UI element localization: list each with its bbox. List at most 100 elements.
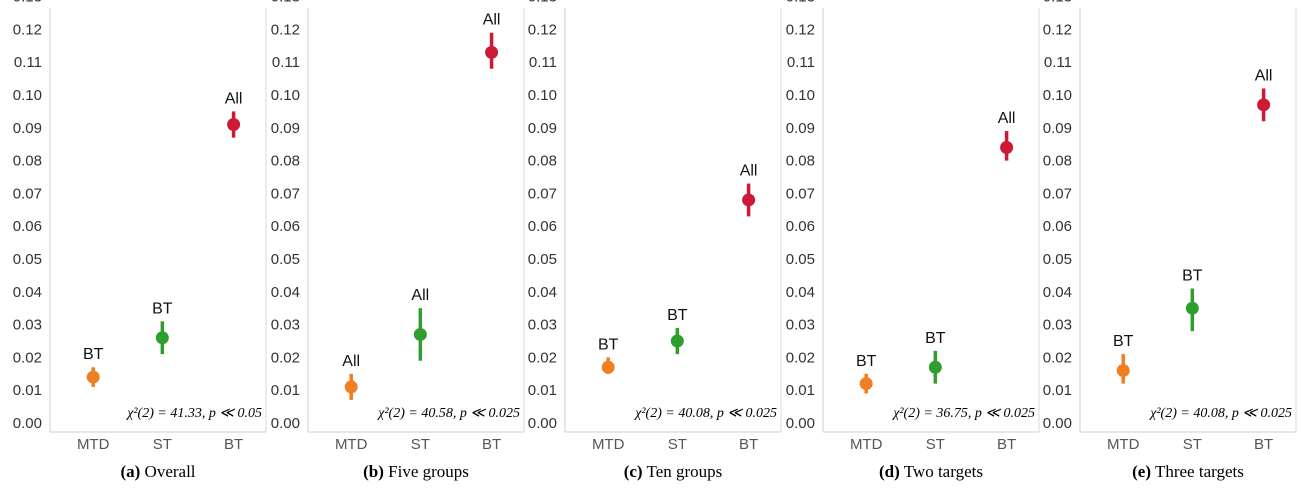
x-tick-label: ST [1183, 436, 1202, 453]
y-tick-label: 0.11 [14, 54, 42, 71]
y-tick-label: 0.10 [786, 87, 815, 104]
x-tick-label: BT [1254, 436, 1273, 453]
subfigure-caption: (a) Overall [120, 462, 195, 482]
y-tick-label: 0.10 [13, 87, 42, 104]
y-tick-label: 0.09 [1043, 120, 1072, 137]
chi-square-annotation: χ²(2) = 36.75, p ≪ 0.025 [891, 406, 1035, 421]
x-tick-label: BT [739, 436, 758, 453]
y-tick-label: 0.02 [13, 349, 42, 366]
y-tick-label: 0.01 [528, 382, 557, 399]
point-label: All [411, 287, 429, 304]
y-tick-label: 0.12 [13, 21, 42, 38]
y-tick-label: 0.10 [1043, 87, 1072, 104]
y-tick-label: 0.05 [528, 251, 557, 268]
y-tick-label: 0.08 [786, 153, 815, 170]
panel-3: 0.00 0.01 0.02 0.03 0.04 0.05 0.06 0.07 0.08 0.09… [528, 0, 782, 453]
y-tick-label: 0.00 [528, 415, 557, 432]
point-label: All [998, 110, 1016, 127]
y-tick-label: 0.09 [786, 120, 815, 137]
point-label: All [740, 163, 758, 180]
y-tick-label: 0.11 [1044, 54, 1072, 71]
y-tick-label: 0.12 [1043, 21, 1072, 38]
panel-2: 0.00 0.01 0.02 0.03 0.04 0.05 0.06 0.07 0.08 0.09… [271, 0, 525, 453]
x-tick-label: MTD [1107, 436, 1140, 453]
data-point [344, 380, 358, 394]
y-tick-label: 0.06 [271, 218, 300, 235]
point-label: BT [925, 330, 946, 347]
y-tick-label: 0.11 [787, 54, 815, 71]
y-tick-label: 0.04 [1043, 284, 1072, 301]
point-label: All [1255, 67, 1273, 84]
y-tick-label: 0.07 [271, 185, 300, 202]
x-tick-label: MTD [335, 436, 368, 453]
y-tick-label: 0.13 [1043, 0, 1072, 6]
y-tick-label: 0.04 [13, 284, 42, 301]
y-tick-label: 0.12 [786, 21, 815, 38]
data-point [413, 327, 427, 341]
point-label: BT [856, 353, 877, 370]
y-tick-label: 0.10 [271, 87, 300, 104]
y-tick-label: 0.01 [1043, 382, 1072, 399]
subfigure-caption: (c) Ten groups [624, 462, 723, 482]
y-tick-label: 0.04 [786, 284, 815, 301]
chi-square-annotation: χ²(2) = 40.58, p ≪ 0.025 [376, 406, 520, 421]
y-tick-label: 0.05 [13, 251, 42, 268]
data-point [670, 334, 684, 348]
subfigure-letter: (d) [879, 462, 900, 481]
point-label: BT [1182, 268, 1203, 285]
point-label: BT [152, 300, 173, 317]
y-tick-label: 0.08 [1043, 153, 1072, 170]
y-tick-label: 0.12 [528, 21, 557, 38]
y-tick-label: 0.03 [271, 317, 300, 334]
panel-1: 0.00 0.01 0.02 0.03 0.04 0.05 0.06 0.07 0.08 0.09… [13, 0, 267, 453]
point-label: BT [1113, 333, 1134, 350]
y-tick-label: 0.06 [13, 218, 42, 235]
data-point [1000, 140, 1014, 154]
data-point [742, 193, 756, 207]
y-tick-label: 0.09 [528, 120, 557, 137]
x-tick-label: ST [926, 436, 945, 453]
y-tick-label: 0.05 [271, 251, 300, 268]
x-tick-label: BT [482, 436, 501, 453]
data-point [86, 370, 100, 384]
y-tick-label: 0.02 [271, 349, 300, 366]
x-tick-label: MTD [77, 436, 110, 453]
subfigure-title: Three targets [1151, 462, 1244, 481]
subfigure-letter: (e) [1132, 462, 1152, 481]
y-tick-label: 0.08 [528, 153, 557, 170]
y-tick-label: 0.00 [271, 415, 300, 432]
data-point [155, 331, 169, 345]
x-tick-label: ST [153, 436, 172, 453]
y-tick-label: 0.01 [786, 382, 815, 399]
y-tick-label: 0.10 [528, 87, 557, 104]
data-point [1185, 301, 1199, 315]
y-tick-label: 0.09 [13, 120, 42, 137]
y-tick-label: 0.04 [271, 284, 300, 301]
y-tick-label: 0.11 [529, 54, 557, 71]
subfigure-letter: (c) [623, 462, 643, 481]
subfigure-caption: (e) Three targets [1132, 462, 1244, 482]
data-point [1116, 364, 1130, 378]
y-tick-label: 0.11 [272, 54, 300, 71]
x-tick-label: BT [224, 436, 243, 453]
data-point [601, 360, 615, 374]
y-tick-label: 0.13 [786, 0, 815, 6]
subfigure-title: Two targets [899, 462, 983, 481]
point-label: All [225, 90, 243, 107]
y-tick-label: 0.03 [786, 317, 815, 334]
subfigure-caption: (d) Two targets [879, 462, 983, 482]
y-tick-label: 0.05 [786, 251, 815, 268]
y-tick-label: 0.03 [528, 317, 557, 334]
y-tick-label: 0.08 [13, 153, 42, 170]
x-tick-label: MTD [850, 436, 883, 453]
y-tick-label: 0.02 [528, 349, 557, 366]
y-tick-label: 0.04 [528, 284, 557, 301]
subfigure-title: Ten groups [642, 462, 723, 481]
chi-square-annotation: χ²(2) = 40.08, p ≪ 0.025 [633, 406, 777, 421]
y-tick-label: 0.05 [1043, 251, 1072, 268]
y-tick-label: 0.13 [528, 0, 557, 6]
point-label: All [483, 12, 501, 29]
y-tick-label: 0.07 [1043, 185, 1072, 202]
y-tick-label: 0.12 [271, 21, 300, 38]
